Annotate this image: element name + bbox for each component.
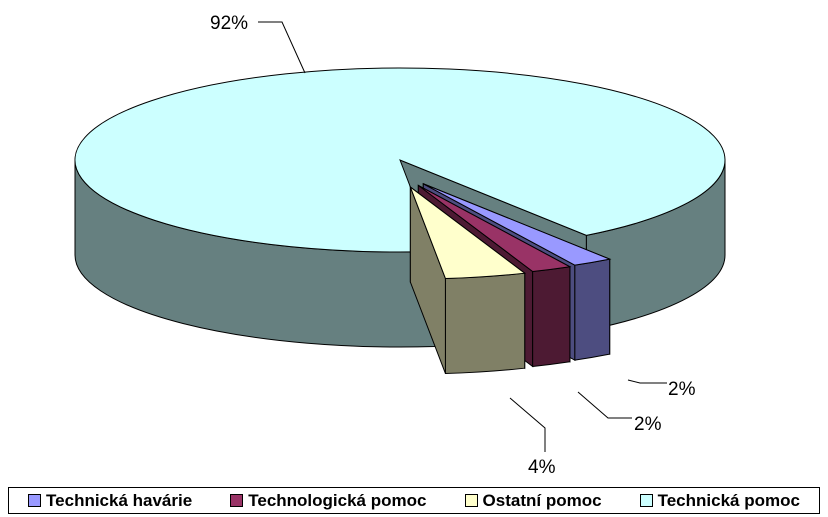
leader-line xyxy=(577,391,632,419)
legend-item: Technická pomoc xyxy=(639,490,800,511)
slice xyxy=(74,67,726,348)
legend-swatch xyxy=(464,494,478,507)
slice-wall xyxy=(532,266,571,368)
legend-item: Ostatní pomoc xyxy=(464,490,602,511)
legend-swatch xyxy=(28,494,42,507)
slice-wall xyxy=(574,258,611,361)
data-label: 2% xyxy=(634,414,662,435)
legend-swatch xyxy=(230,494,244,507)
slice-wall xyxy=(444,272,526,375)
leader-line xyxy=(509,397,546,452)
legend-label: Technologická pomoc xyxy=(248,490,427,510)
slice-top xyxy=(423,183,612,266)
legend-label: Technická havárie xyxy=(46,490,193,510)
legend-item: Technická havárie xyxy=(28,491,192,511)
legend-swatch xyxy=(639,494,653,507)
data-label: 92% xyxy=(210,13,248,34)
legend-item: Technologická pomoc xyxy=(230,491,426,511)
legend-label: Technická pomoc xyxy=(657,490,800,510)
leader-line xyxy=(258,21,306,74)
data-label: 4% xyxy=(528,457,556,478)
slice-top xyxy=(409,185,527,280)
slice-top xyxy=(74,67,726,253)
legend: Technická havárie Technologická pomoc Osta… xyxy=(8,487,820,514)
slice xyxy=(409,185,527,375)
leader-line xyxy=(627,379,667,384)
chart: 2% 2% 4% 92% xyxy=(74,13,726,478)
legend-label: Ostatní pomoc xyxy=(482,490,602,510)
slice-top xyxy=(418,184,572,273)
data-label: 2% xyxy=(668,379,696,400)
